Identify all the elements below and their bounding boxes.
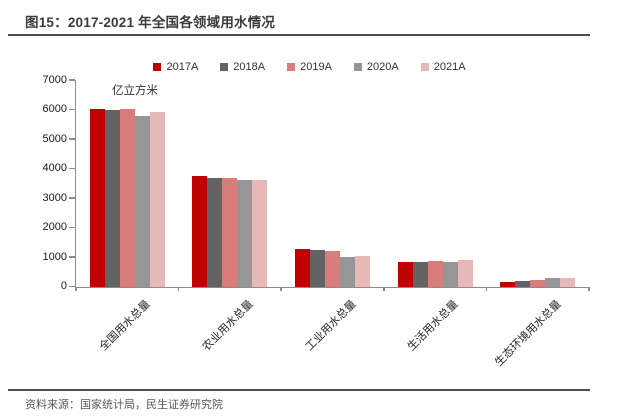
y-tick-label: 3000: [42, 191, 67, 204]
y-tick-label: 5000: [42, 132, 67, 145]
legend-swatch-2018A: [220, 63, 229, 71]
x-tick-mark: [485, 287, 488, 291]
y-axis-unit-label: 亿立方米: [112, 85, 158, 97]
x-tick-mark: [280, 287, 282, 291]
x-category-label: 农业用水总量: [200, 298, 256, 354]
bar-2019A-工业用水总量: [325, 251, 340, 287]
x-category-label: 全国用水总量: [97, 298, 153, 354]
y-tick-mark: [69, 197, 75, 199]
bar-2021A-生活用水总量: [457, 260, 473, 287]
legend-label: 2019A: [300, 61, 332, 73]
bar-2017A-生活用水总量: [397, 262, 413, 287]
figure-title: 图15：2017-2021 年全国各领域用水情况: [25, 15, 276, 30]
bar-2018A-生活用水总量: [412, 261, 428, 287]
bar-2020A-工业用水总量: [340, 256, 355, 287]
bar-2017A-农业用水总量: [192, 175, 208, 287]
title-underline: [8, 34, 590, 36]
bar-2018A-生态环境用水总量: [515, 281, 531, 287]
y-tick-label: 0: [60, 280, 67, 292]
plot-area: [69, 79, 590, 291]
bar-2021A-全国用水总量: [149, 112, 165, 287]
bar-2020A-农业用水总量: [237, 180, 253, 287]
chart-legend: 2017A 2018A 2019A 2020A 2021A: [0, 61, 619, 73]
legend-item-2017A: 2017A: [153, 61, 198, 73]
x-category-label: 生活用水总量: [405, 298, 461, 354]
x-tick-mark: [177, 287, 180, 291]
x-tick-mark: [383, 287, 385, 291]
footer-divider: [8, 389, 590, 391]
x-category-label: 工业用水总量: [302, 298, 359, 354]
y-tick-mark: [69, 108, 75, 111]
bar-2019A-全国用水总量: [119, 109, 135, 287]
y-tick-label: 6000: [42, 103, 67, 115]
bar-2021A-生态环境用水总量: [560, 277, 576, 287]
legend-label: 2018A: [233, 61, 266, 73]
y-tick-label: 1000: [42, 250, 67, 263]
legend-item-2018A: 2018A: [220, 61, 265, 73]
y-tick-label: 2000: [42, 221, 67, 233]
legend-swatch-2017A: [153, 63, 162, 71]
legend-swatch-2020A: [353, 63, 362, 71]
bar-2017A-工业用水总量: [295, 249, 310, 287]
y-tick-label: 4000: [42, 162, 67, 174]
bar-2019A-农业用水总量: [222, 178, 238, 287]
y-tick-label: 7000: [42, 73, 67, 86]
legend-label: 2017A: [166, 61, 199, 73]
y-tick-mark: [69, 167, 75, 170]
bar-2017A-全国用水总量: [89, 108, 105, 287]
bar-2021A-工业用水总量: [355, 256, 370, 287]
legend-label: 2021A: [433, 61, 466, 73]
bar-2020A-生活用水总量: [442, 261, 458, 287]
bar-2018A-全国用水总量: [104, 109, 120, 287]
source-note: 资料来源：国家统计局，民生证券研究院: [25, 399, 223, 411]
bar-2020A-全国用水总量: [134, 115, 150, 287]
y-tick-mark: [69, 138, 75, 140]
x-tick-mark: [75, 287, 77, 291]
x-tick-mark: [588, 287, 590, 291]
x-category-label: 生态环境用水总量: [492, 298, 564, 369]
bar-2018A-工业用水总量: [310, 249, 325, 287]
legend-swatch-2021A: [420, 63, 429, 71]
bar-2019A-生活用水总量: [427, 261, 443, 287]
y-tick-mark: [69, 285, 75, 288]
legend-item-2021A: 2021A: [420, 61, 466, 73]
bar-2019A-生态环境用水总量: [530, 279, 546, 287]
bar-2018A-农业用水总量: [207, 178, 223, 287]
bar-2017A-生态环境用水总量: [500, 282, 516, 287]
bar-2020A-生态环境用水总量: [545, 277, 561, 287]
y-tick-mark: [69, 79, 75, 81]
y-tick-mark: [69, 256, 75, 258]
legend-swatch-2019A: [287, 63, 296, 71]
legend-label: 2020A: [366, 61, 399, 73]
y-tick-mark: [69, 226, 75, 229]
bar-2021A-农业用水总量: [252, 179, 268, 287]
legend-item-2019A: 2019A: [287, 61, 332, 73]
legend-item-2020A: 2020A: [353, 61, 399, 73]
